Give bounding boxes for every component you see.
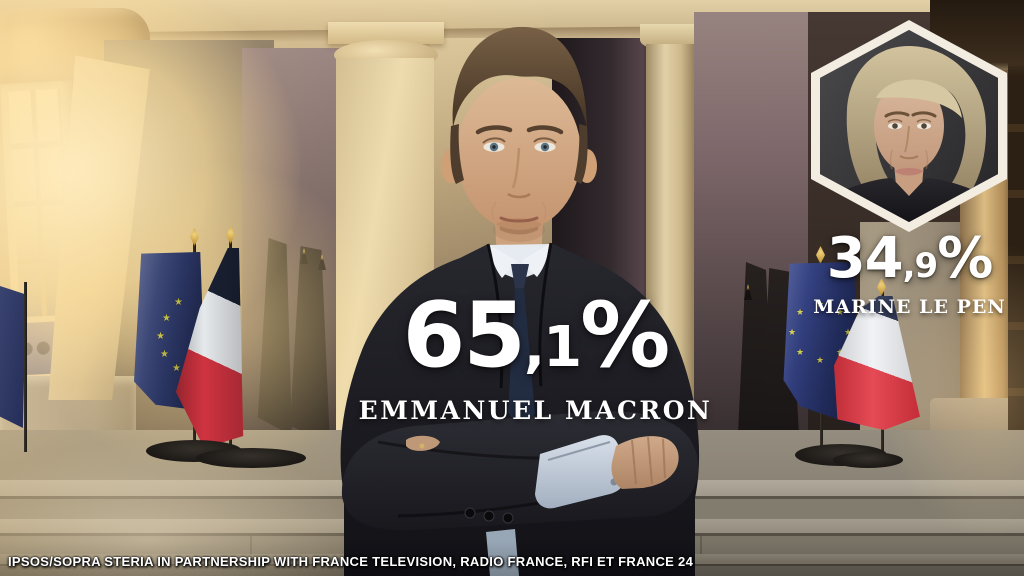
lepen-eyebrow (911, 111, 937, 118)
macron-shirt-cuff (535, 435, 626, 509)
macron-smile-crease (491, 201, 497, 221)
macron-collar (490, 245, 517, 278)
lepen-nasolabial (925, 149, 929, 170)
source-attribution: IPSOS/SOPRA STERIA IN PARTNERSHIP WITH F… (8, 554, 694, 569)
macron-tie (508, 288, 535, 432)
macron-pupil (492, 145, 496, 149)
runner-up-percent-integer: 34 (826, 226, 904, 291)
bottom-shade (0, 540, 1024, 576)
marine-le-pen-portrait (820, 30, 998, 222)
runner-up-percent: 34,9% (792, 230, 1024, 295)
macron-mouth (499, 216, 539, 223)
macron-ring (419, 443, 425, 449)
winner-result: 65,1% EMMANUEL MACRON (348, 290, 723, 426)
winner-percent-sign: % (580, 283, 670, 388)
flagpole-finial-icon (226, 226, 235, 244)
runner-up-percent-sign: % (937, 226, 993, 291)
lepen-hair (846, 46, 987, 208)
macron-hair (452, 26, 587, 128)
marine-le-pen-photo (820, 30, 998, 222)
macron-finger-line (647, 436, 653, 485)
macron-sleeve-button (464, 507, 476, 519)
flagpole (24, 282, 27, 452)
flag-stand (833, 452, 903, 468)
macron-nostrils (507, 192, 531, 199)
eu-star-icon: ★ (156, 331, 165, 342)
macron-collar (521, 244, 549, 277)
flagpole-finial-icon (816, 246, 825, 264)
eu-star-icon: ★ (160, 349, 169, 360)
lepen-eyebrow (884, 111, 910, 118)
macron-chin-shading (493, 218, 545, 242)
flag-stand (196, 448, 306, 468)
winner-percent-decimal: ,1 (523, 315, 582, 380)
center-column-abacus (328, 22, 444, 44)
eu-flag-far-left (0, 286, 26, 428)
macron-sleeve-button (502, 512, 514, 524)
lepen-iris (921, 123, 927, 129)
emmanuel-macron-portrait (340, 26, 700, 576)
haze (0, 440, 360, 576)
step-seam (700, 536, 702, 554)
lepen-nostrils (899, 155, 919, 160)
eu-star-icon: ★ (162, 313, 171, 324)
macron-eyebrow (475, 125, 513, 135)
lepen-bangs (876, 79, 962, 118)
macron-nose (511, 147, 521, 189)
runner-up-result: 34,9% MARINE LE PEN (792, 230, 1024, 319)
macron-finger-line (662, 438, 666, 479)
lepen-lips (894, 168, 924, 176)
macron-eyebrow (526, 125, 564, 135)
macron-cuff-fold (547, 441, 611, 461)
macron-tie-knot (511, 264, 529, 288)
lepen-eyelid (887, 118, 903, 123)
macron-lapel (538, 242, 553, 387)
macron-eyelid (533, 137, 557, 144)
runner-up-name: MARINE LE PEN (813, 296, 1006, 318)
winner-percent: 65,1% (348, 290, 723, 394)
lepen-nasolabial (889, 149, 893, 170)
macron-hair-side (574, 124, 588, 184)
hexagon-photo-frame (811, 20, 1007, 232)
lepen-nose (904, 125, 910, 153)
lepen-eyelid (916, 118, 932, 123)
macron-hand (611, 436, 679, 489)
winner-name: EMMANUEL MACRON (358, 396, 713, 425)
flagpole-finial-icon (877, 278, 886, 296)
eu-star-icon: ★ (788, 327, 797, 337)
macron-lapel (486, 243, 504, 389)
eu-star-icon: ★ (816, 355, 825, 365)
lepen-iris (892, 123, 898, 129)
eu-star-icon: ★ (796, 347, 805, 357)
step-seam (250, 536, 252, 554)
winner-percent-integer: 65 (402, 283, 526, 388)
macron-finger-line (631, 439, 637, 485)
macron-sleeve-button (483, 510, 495, 522)
macron-tie-tail (486, 529, 519, 576)
macron-smile-crease (541, 201, 547, 221)
macron-eyelid (482, 137, 506, 144)
runner-up-percent-decimal: ,9 (902, 246, 939, 286)
eu-star-icon: ★ (172, 363, 181, 374)
macron-hair-side (450, 124, 464, 184)
fence-spike-icon (744, 284, 752, 300)
macron-pupil (543, 145, 547, 149)
flagpole-finial-icon (190, 228, 199, 246)
macron-fingertips (406, 435, 440, 451)
eu-star-icon: ★ (174, 297, 183, 308)
